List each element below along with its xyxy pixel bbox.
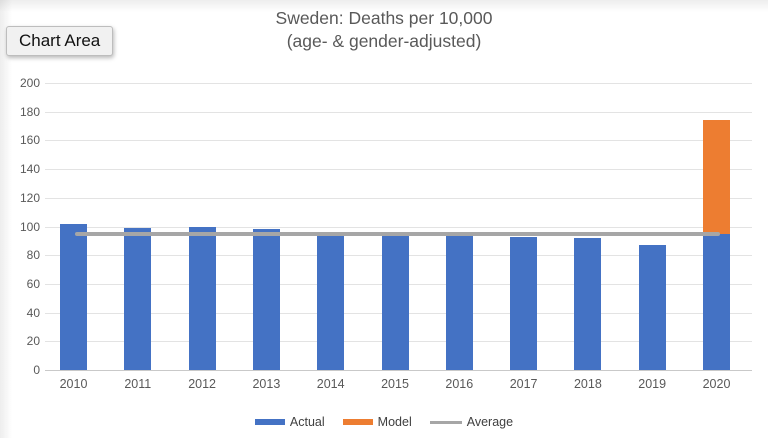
chart-title-line2: (age- & gender-adjusted) <box>286 31 482 51</box>
actual-swatch-icon <box>254 419 285 425</box>
y-tick-label: 140 <box>19 162 40 177</box>
x-tick-label: 2013 <box>252 377 281 391</box>
legend-item-model[interactable]: Model <box>342 415 412 429</box>
gridline-140 <box>45 169 752 171</box>
y-tick-label: 100 <box>19 219 40 234</box>
legend-label: Average <box>466 415 514 429</box>
x-axis-line <box>45 370 752 371</box>
x-tick-label: 2014 <box>316 377 345 391</box>
gridline-200 <box>45 83 752 84</box>
x-tick-label: 2018 <box>573 377 602 391</box>
chart-title-line1: Sweden: Deaths per 10,000 <box>275 8 493 28</box>
bar-actual-2016[interactable] <box>445 235 473 370</box>
y-tick-label: 40 <box>26 305 40 320</box>
bar-actual-2018[interactable] <box>574 238 602 370</box>
x-tick-label: 2010 <box>59 377 88 391</box>
legend-item-average[interactable]: Average <box>429 415 514 429</box>
average-line-icon <box>429 420 462 424</box>
bar-actual-2011[interactable] <box>124 227 152 370</box>
gridline-100 <box>45 226 752 228</box>
y-tick-label: 200 <box>19 76 40 90</box>
bar-actual-2010[interactable] <box>60 223 87 370</box>
y-tick-label: 120 <box>19 190 40 205</box>
bar-actual-2019[interactable] <box>638 245 666 370</box>
x-tick-label: 2016 <box>445 377 474 391</box>
y-tick-label: 0 <box>33 363 40 377</box>
x-tick-label: 2012 <box>188 377 216 391</box>
legend: Actual Model Average <box>0 410 768 434</box>
x-tick-label: 2017 <box>509 377 538 391</box>
gridline-160 <box>45 140 752 142</box>
gridline-180 <box>45 111 752 113</box>
x-tick-label: 2019 <box>638 377 667 391</box>
y-tick-label: 160 <box>19 133 40 148</box>
legend-label: Model <box>377 415 412 429</box>
bar-actual-2015[interactable] <box>381 235 409 370</box>
gridline-120 <box>45 197 752 199</box>
y-tick-label: 20 <box>26 334 40 349</box>
x-tick-label: 2020 <box>702 377 731 391</box>
bar-actual-2012[interactable] <box>188 226 216 370</box>
y-tick-label: 60 <box>26 276 40 291</box>
bar-actual-2013[interactable] <box>252 229 280 370</box>
chart-title[interactable]: Sweden: Deaths per 10,000 (age- & gender… <box>0 7 768 53</box>
model-swatch-icon <box>342 419 373 425</box>
y-tick-label: 180 <box>19 104 40 119</box>
average-line[interactable] <box>74 231 720 236</box>
legend-item-actual[interactable]: Actual <box>254 415 325 429</box>
chart-area-tooltip: Chart Area <box>6 26 114 56</box>
y-tick-label: 80 <box>26 248 40 263</box>
bar-actual-2017[interactable] <box>510 236 538 370</box>
x-tick-label: 2011 <box>124 377 152 391</box>
legend-label: Actual <box>289 415 325 429</box>
x-tick-label: 2015 <box>381 377 409 391</box>
bar-actual-2014[interactable] <box>317 235 345 370</box>
bar-actual-2020[interactable] <box>703 233 730 370</box>
